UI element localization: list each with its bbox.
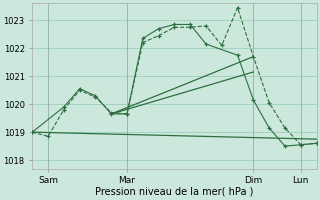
- X-axis label: Pression niveau de la mer( hPa ): Pression niveau de la mer( hPa ): [95, 187, 253, 197]
